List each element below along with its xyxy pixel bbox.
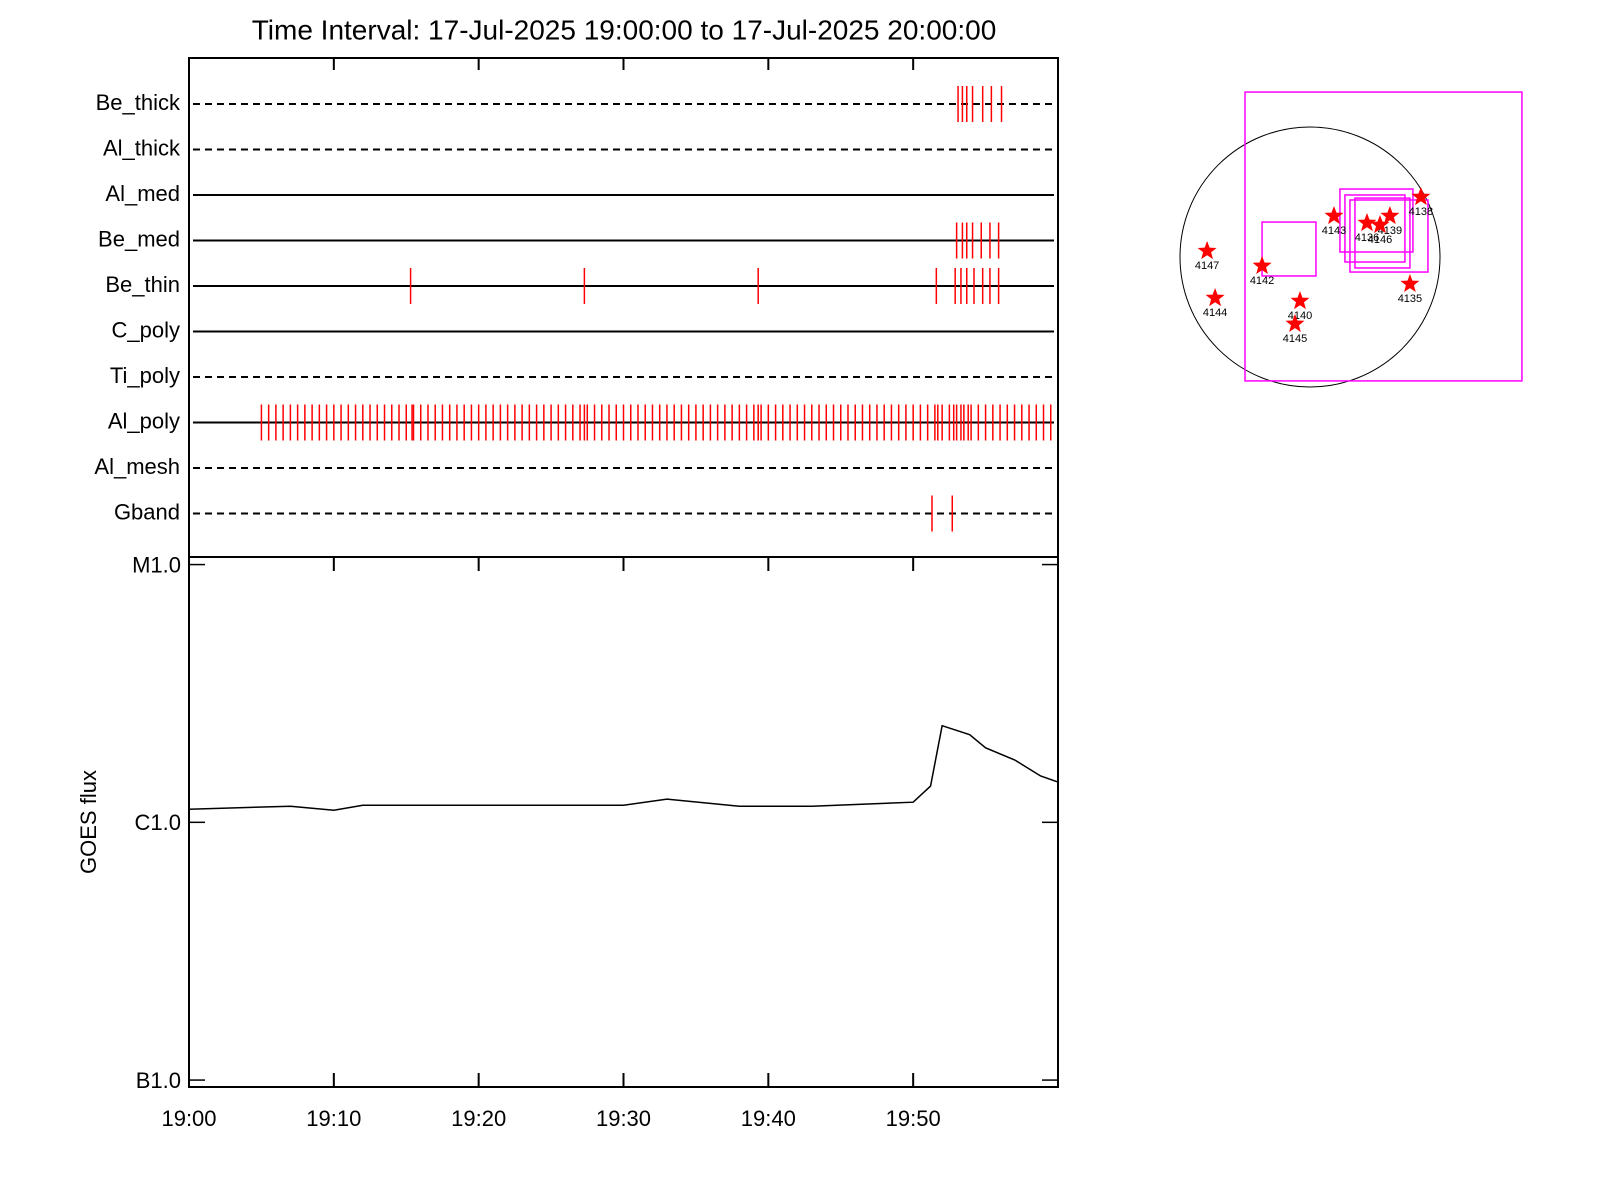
fov-box xyxy=(1244,91,1523,382)
event-star xyxy=(1370,215,1390,234)
fov-box xyxy=(1339,188,1414,253)
row-label: Al_poly xyxy=(108,408,180,433)
row-label: Gband xyxy=(114,499,180,524)
event-star xyxy=(1252,255,1272,274)
x-tick-label: 19:30 xyxy=(596,1106,651,1131)
star-label: 4135 xyxy=(1398,293,1422,305)
y-axis-label: GOES flux xyxy=(76,770,101,874)
fov-box xyxy=(1354,197,1411,269)
star-label: 4144 xyxy=(1203,307,1227,319)
event-star xyxy=(1400,273,1420,292)
star-label: 4138 xyxy=(1409,206,1433,218)
star-label: 4146 xyxy=(1368,234,1392,246)
row-label: Ti_poly xyxy=(110,363,180,388)
goes-line xyxy=(188,724,1059,811)
star-label: 4140 xyxy=(1288,310,1312,322)
event-star xyxy=(1324,206,1344,225)
event-star xyxy=(1411,187,1431,206)
event-star xyxy=(1290,291,1310,310)
y-tick-label: M1.0 xyxy=(132,552,181,577)
solar-disk xyxy=(1179,126,1441,388)
row-label: Be_thick xyxy=(96,90,181,115)
star-label: 4143 xyxy=(1322,225,1346,237)
chart-title: Time Interval: 17-Jul-2025 19:00:00 to 1… xyxy=(252,14,997,45)
y-tick-label: C1.0 xyxy=(135,810,181,835)
row-label: Al_med xyxy=(105,181,180,206)
fov-box xyxy=(1261,221,1317,277)
event-star xyxy=(1285,313,1305,332)
top-frame xyxy=(188,57,1059,558)
row-label: Be_med xyxy=(98,226,180,251)
star-label: 4147 xyxy=(1195,260,1219,272)
x-tick-label: 19:10 xyxy=(306,1106,361,1131)
x-tick-label: 19:20 xyxy=(451,1106,506,1131)
event-star xyxy=(1380,206,1400,225)
event-star xyxy=(1197,241,1217,260)
star-label: 4142 xyxy=(1250,275,1274,287)
x-tick-label: 19:50 xyxy=(886,1106,941,1131)
fov-box xyxy=(1349,199,1429,273)
x-tick-label: 19:00 xyxy=(161,1106,216,1131)
row-label: Be_thin xyxy=(105,272,180,297)
x-tick-label: 19:40 xyxy=(741,1106,796,1131)
y-tick-label: B1.0 xyxy=(136,1068,181,1093)
bottom-frame xyxy=(188,556,1059,1088)
star-label: 4136 xyxy=(1355,232,1379,244)
fov-box xyxy=(1344,194,1406,263)
row-label: C_poly xyxy=(112,317,180,342)
event-star xyxy=(1357,213,1377,232)
row-label: Al_mesh xyxy=(94,454,180,479)
row-label: Al_thick xyxy=(103,135,181,160)
event-star xyxy=(1205,288,1225,307)
star-label: 4145 xyxy=(1283,333,1307,345)
